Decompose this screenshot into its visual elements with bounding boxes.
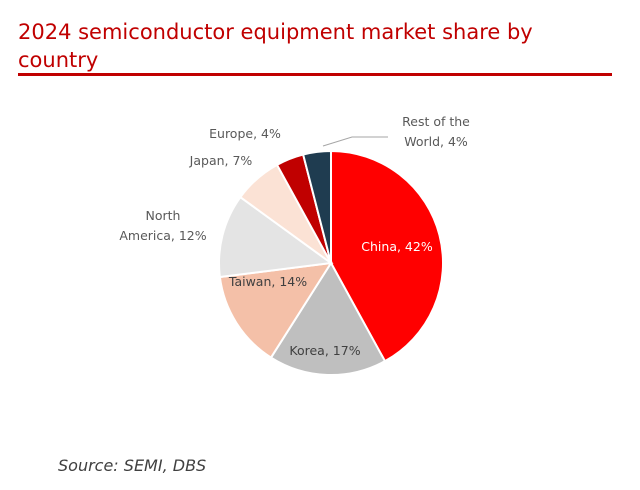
data-label-north-america: North America, 12%	[119, 208, 206, 243]
title-underline	[18, 73, 612, 76]
pie-chart: China, 42% Korea, 17% Taiwan, 14% North Amer…	[119, 114, 470, 376]
pie-labels: China, 42% Korea, 17% Taiwan, 14% North Amer…	[119, 114, 470, 358]
pie-slice-taiwan	[218, 261, 333, 359]
data-label-korea: Korea, 17%	[289, 343, 360, 358]
data-label-taiwan: Taiwan, 14%	[228, 274, 307, 289]
pie-slice-korea	[269, 261, 387, 376]
data-label-japan: Japan, 7%	[189, 153, 253, 168]
data-label-china: China, 42%	[361, 239, 433, 254]
chart-title: 2024 semiconductor equipment market shar…	[18, 20, 533, 72]
source-note: Source: SEMI, DBS	[58, 456, 207, 475]
data-label-rest-of-the-world: Rest of the World, 4%	[402, 114, 470, 149]
pie-slice-rest-of-the-world	[301, 149, 332, 264]
pie-slice-china	[330, 149, 444, 363]
pie-slice-north-america	[218, 195, 334, 279]
pie-slices	[218, 149, 444, 376]
leader-line-rest-of-the-world	[322, 136, 388, 147]
data-label-europe: Europe, 4%	[209, 126, 281, 141]
